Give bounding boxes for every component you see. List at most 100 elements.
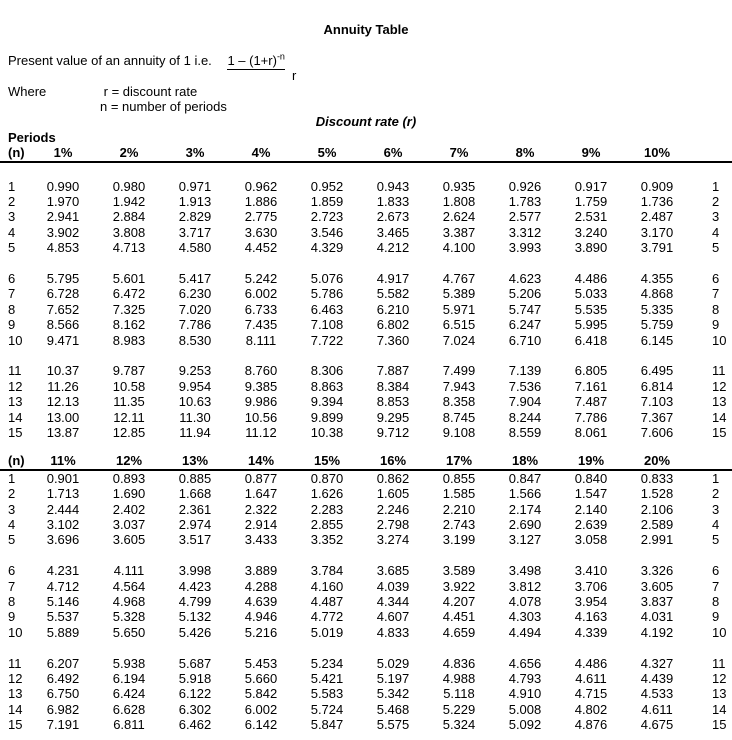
annuity-factor: 7.325 bbox=[112, 301, 146, 317]
annuity-factor: 5.197 bbox=[376, 671, 410, 687]
period-number-left: 2 bbox=[8, 193, 16, 209]
header-rate-1pct: 1% bbox=[30, 145, 96, 163]
annuity-factor: 5.342 bbox=[376, 686, 410, 702]
annuity-factor: 5.971 bbox=[442, 301, 476, 317]
formula-denominator: r bbox=[292, 68, 297, 84]
annuity-factor: 3.605 bbox=[640, 578, 674, 594]
annuity-factor: 2.673 bbox=[376, 209, 410, 225]
period-number-right: 4 bbox=[712, 224, 720, 240]
annuity-factor: 7.191 bbox=[46, 717, 80, 733]
annuity-factor: 9.394 bbox=[310, 394, 344, 410]
annuity-factor: 1.668 bbox=[178, 486, 212, 502]
period-number-left: 11 bbox=[8, 655, 22, 671]
annuity-factor: 4.868 bbox=[640, 286, 674, 302]
annuity-factor: 4.968 bbox=[112, 594, 146, 610]
annuity-factor: 9.899 bbox=[310, 409, 344, 425]
annuity-factor: 5.389 bbox=[442, 286, 476, 302]
annuity-factor: 6.750 bbox=[46, 686, 80, 702]
annuity-factor: 1.886 bbox=[244, 193, 278, 209]
header-rate-3pct: 3% bbox=[162, 145, 228, 163]
annuity-factor: 0.862 bbox=[376, 470, 410, 486]
where-line-2: n = number of periods bbox=[0, 99, 732, 114]
period-number-left: 6 bbox=[8, 563, 16, 579]
annuity-factor: 3.717 bbox=[178, 224, 212, 240]
annuity-factor: 2.210 bbox=[442, 501, 476, 517]
annuity-factor: 12.11 bbox=[113, 409, 145, 425]
annuity-factor: 1.585 bbox=[442, 486, 476, 502]
annuity-factor: 1.690 bbox=[112, 486, 146, 502]
table-row: 10 5.889 5.650 5.426 5.216 5.019 4.833 4.659 4.4… bbox=[0, 625, 732, 640]
annuity-factor: 0.885 bbox=[178, 470, 212, 486]
annuity-factor: 6.805 bbox=[574, 363, 608, 379]
annuity-factor: 2.174 bbox=[508, 501, 542, 517]
annuity-factor: 0.877 bbox=[244, 470, 278, 486]
annuity-factor: 9.471 bbox=[46, 332, 80, 348]
annuity-factor: 2.829 bbox=[178, 209, 212, 225]
annuity-factor: 6.122 bbox=[178, 686, 212, 702]
annuity-factor: 5.324 bbox=[442, 717, 476, 733]
annuity-factor: 4.946 bbox=[244, 609, 278, 625]
table-row: 1 0.901 0.893 0.885 0.877 0.870 0.862 0.855 0.84… bbox=[0, 470, 732, 486]
table-row: 10 9.471 8.983 8.530 8.111 7.722 7.360 7.024 6.7… bbox=[0, 333, 732, 348]
period-number-left: 7 bbox=[8, 286, 16, 302]
annuity-factor: 7.360 bbox=[376, 332, 410, 348]
annuity-factor: 2.775 bbox=[244, 209, 278, 225]
annuity-factor: 5.650 bbox=[112, 624, 146, 640]
annuity-factor: 6.002 bbox=[244, 701, 278, 717]
annuity-factor: 0.971 bbox=[178, 178, 212, 194]
annuity-factor: 2.798 bbox=[376, 517, 410, 533]
table-row: 11 6.207 5.938 5.687 5.453 5.234 5.029 4.836 4.6… bbox=[0, 656, 732, 671]
annuity-factor: 4.802 bbox=[574, 701, 608, 717]
period-number-right: 9 bbox=[712, 609, 720, 625]
annuity-factor: 13.87 bbox=[46, 425, 80, 440]
annuity-factor: 6.802 bbox=[376, 317, 410, 333]
annuity-factor: 6.194 bbox=[112, 671, 146, 687]
annuity-factor: 2.246 bbox=[376, 501, 410, 517]
annuity-factor: 5.786 bbox=[310, 286, 344, 302]
annuity-factor: 4.451 bbox=[442, 609, 476, 625]
period-number-right: 8 bbox=[712, 594, 720, 610]
table-row: 1 0.990 0.980 0.971 0.962 0.952 0.943 0.935 0.92… bbox=[0, 179, 732, 194]
table-group-spacer bbox=[0, 348, 732, 363]
period-number-right: 5 bbox=[712, 532, 720, 548]
annuity-factor: 6.463 bbox=[310, 301, 344, 317]
annuity-factor: 4.339 bbox=[574, 624, 608, 640]
annuity-factor: 4.853 bbox=[46, 240, 80, 256]
annuity-factor: 3.037 bbox=[112, 517, 146, 533]
annuity-factor: 1.808 bbox=[442, 193, 476, 209]
spacer-cell bbox=[0, 162, 732, 179]
annuity-factor: 5.582 bbox=[376, 286, 410, 302]
annuity-factor: 7.103 bbox=[640, 394, 674, 410]
period-number-right: 1 bbox=[712, 470, 720, 486]
annuity-factor: 2.487 bbox=[640, 209, 674, 225]
annuity-factor: 3.791 bbox=[640, 240, 674, 256]
annuity-factor: 3.808 bbox=[112, 224, 146, 240]
annuity-factor: 4.487 bbox=[310, 594, 344, 610]
annuity-factor: 7.487 bbox=[574, 394, 608, 410]
annuity-factor: 1.833 bbox=[376, 193, 410, 209]
annuity-factor: 3.387 bbox=[442, 224, 476, 240]
annuity-factor: 4.163 bbox=[574, 609, 608, 625]
period-number-right: 14 bbox=[712, 701, 727, 717]
period-number-left: 3 bbox=[8, 501, 16, 517]
annuity-factor: 7.722 bbox=[310, 332, 344, 348]
annuity-factor: 0.926 bbox=[508, 178, 542, 194]
header-n-right-blank bbox=[690, 145, 732, 163]
annuity-factor: 9.108 bbox=[442, 425, 476, 440]
period-number-right: 2 bbox=[712, 193, 720, 209]
annuity-factor: 5.575 bbox=[376, 717, 410, 733]
annuity-factor: 10.58 bbox=[112, 378, 146, 394]
annuity-factor: 4.327 bbox=[640, 655, 674, 671]
annuity-factor: 6.230 bbox=[178, 286, 212, 302]
annuity-factor: 5.229 bbox=[442, 701, 476, 717]
annuity-factor: 0.855 bbox=[442, 470, 476, 486]
annuity-factor: 4.910 bbox=[508, 686, 542, 702]
annuity-factor: 7.887 bbox=[376, 363, 410, 379]
annuity-factor: 5.468 bbox=[376, 701, 410, 717]
period-number-right: 2 bbox=[712, 486, 720, 502]
annuity-factor: 8.566 bbox=[46, 317, 80, 333]
annuity-factor: 0.917 bbox=[574, 178, 608, 194]
annuity-factor: 4.031 bbox=[640, 609, 674, 625]
annuity-factor: 4.793 bbox=[508, 671, 542, 687]
annuity-factor: 6.462 bbox=[178, 717, 212, 733]
